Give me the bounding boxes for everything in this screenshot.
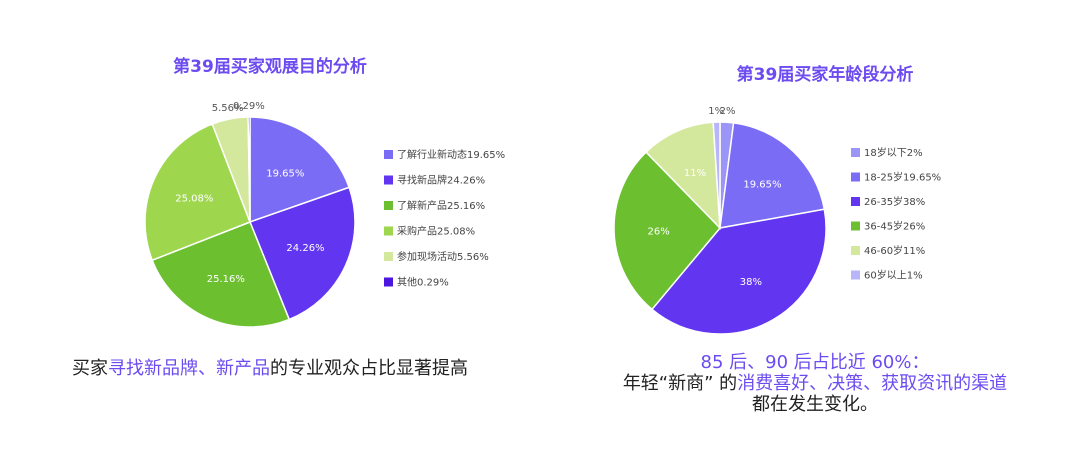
purpose-legend-swatch-4 (384, 252, 393, 261)
age-caption-line2-highlight: 消费喜好、决策、获取资讯的渠道 (737, 373, 1008, 394)
age-slice-5 (712, 121, 721, 229)
purpose-value-label-3: 25.08% (175, 193, 213, 204)
age-caption-line1: 85 后、90 后占比近 60%： (700, 352, 930, 373)
purpose-slice-5 (247, 116, 251, 223)
purpose-legend-swatch-2 (384, 201, 393, 210)
purpose-legend-label-0: 了解行业新动态19.65% (397, 148, 505, 161)
purpose-legend-label-4: 参加现场活动5.56% (397, 250, 489, 263)
purpose-caption-highlight: 寻找新品牌、新产品 (108, 358, 270, 379)
age-slice-1 (719, 122, 826, 229)
purpose-legend-label-1: 寻找新品牌24.26% (397, 174, 485, 187)
purpose-caption: 买家寻找新品牌、新产品的专业观众占比显著提高 (0, 358, 540, 379)
purpose-slice-2 (151, 221, 291, 328)
purpose-value-label-0: 19.65% (266, 168, 304, 179)
age-value-label-2: 38% (740, 277, 762, 288)
purpose-legend-swatch-1 (384, 175, 393, 185)
age-legend-label-3: 36-45岁26% (864, 220, 925, 233)
purpose-legend-swatch-3 (384, 226, 393, 236)
age-legend-swatch-1 (851, 172, 860, 182)
age-slice-4 (644, 121, 721, 230)
purpose-chart-title: 第39届买家观展目的分析 (173, 57, 367, 77)
age-value-label-3: 26% (647, 226, 669, 237)
age-legend-swatch-5 (851, 270, 860, 280)
purpose-legend-label-3: 采购产品25.08% (397, 225, 475, 238)
age-legend-swatch-0 (851, 148, 860, 157)
age-legend-label-1: 18-25岁19.65% (864, 171, 941, 184)
age-slice-3 (613, 150, 722, 311)
purpose-legend-swatch-0 (384, 150, 393, 159)
age-value-label-1: 19.65% (743, 180, 781, 191)
age-caption: 85 后、90 后占比近 60%： 年轻“新商” 的消费喜好、决策、获取资讯的渠… (545, 352, 1080, 415)
age-value-label-5: 1% (708, 106, 724, 117)
purpose-caption-part2: 的专业观众占比显著提高 (270, 358, 468, 379)
age-caption-line2-prefix: 年轻“新商” 的 (622, 373, 738, 394)
age-legend-swatch-2 (851, 197, 860, 206)
age-legend-label-4: 46-60岁11% (864, 244, 925, 257)
age-legend-label-0: 18岁以下2% (864, 146, 923, 159)
age-pie-chart: 2% 19.65% 38% 26% 11% 1% 18岁以下2% 18-25岁19.65% 26… (613, 106, 941, 335)
age-value-label-0: 2% (720, 106, 736, 117)
age-legend-label-5: 60岁以上1% (864, 269, 923, 282)
purpose-value-label-5: 0.29% (233, 101, 265, 112)
purpose-legend-label-5: 其他0.29% (397, 276, 449, 289)
age-caption-line3: 都在发生变化。 (752, 394, 878, 415)
purpose-slice-3 (144, 123, 251, 262)
purpose-value-label-2: 25.16% (207, 274, 245, 285)
age-legend-label-2: 26-35岁38% (864, 195, 925, 208)
age-legend-swatch-3 (851, 221, 860, 231)
age-legend-swatch-4 (851, 246, 860, 255)
age-chart-title: 第39届买家年龄段分析 (736, 65, 914, 85)
age-slice-2 (650, 208, 827, 335)
age-value-label-4: 11% (684, 168, 706, 179)
purpose-legend-swatch-5 (384, 277, 393, 287)
purpose-legend-label-2: 了解新产品25.16% (397, 199, 485, 212)
purpose-pie-chart: 19.65% 24.26% 25.16% 25.08% 5.56%0.29% 了解行业新动… (144, 101, 505, 328)
purpose-value-label-1: 24.26% (286, 243, 324, 254)
purpose-caption-part1: 买家 (72, 358, 108, 379)
purpose-value-label-4: 5.56% (212, 103, 244, 114)
purpose-chart-panel: 第39届买家观展目的分析 19.65% 24.26% 25.16% 25.08% 5.5… (0, 57, 540, 379)
age-chart-panel: 第39届买家年龄段分析 2% 19.65% 38% 26% 11% 1% 18岁以下2% 18… (540, 0, 1080, 450)
